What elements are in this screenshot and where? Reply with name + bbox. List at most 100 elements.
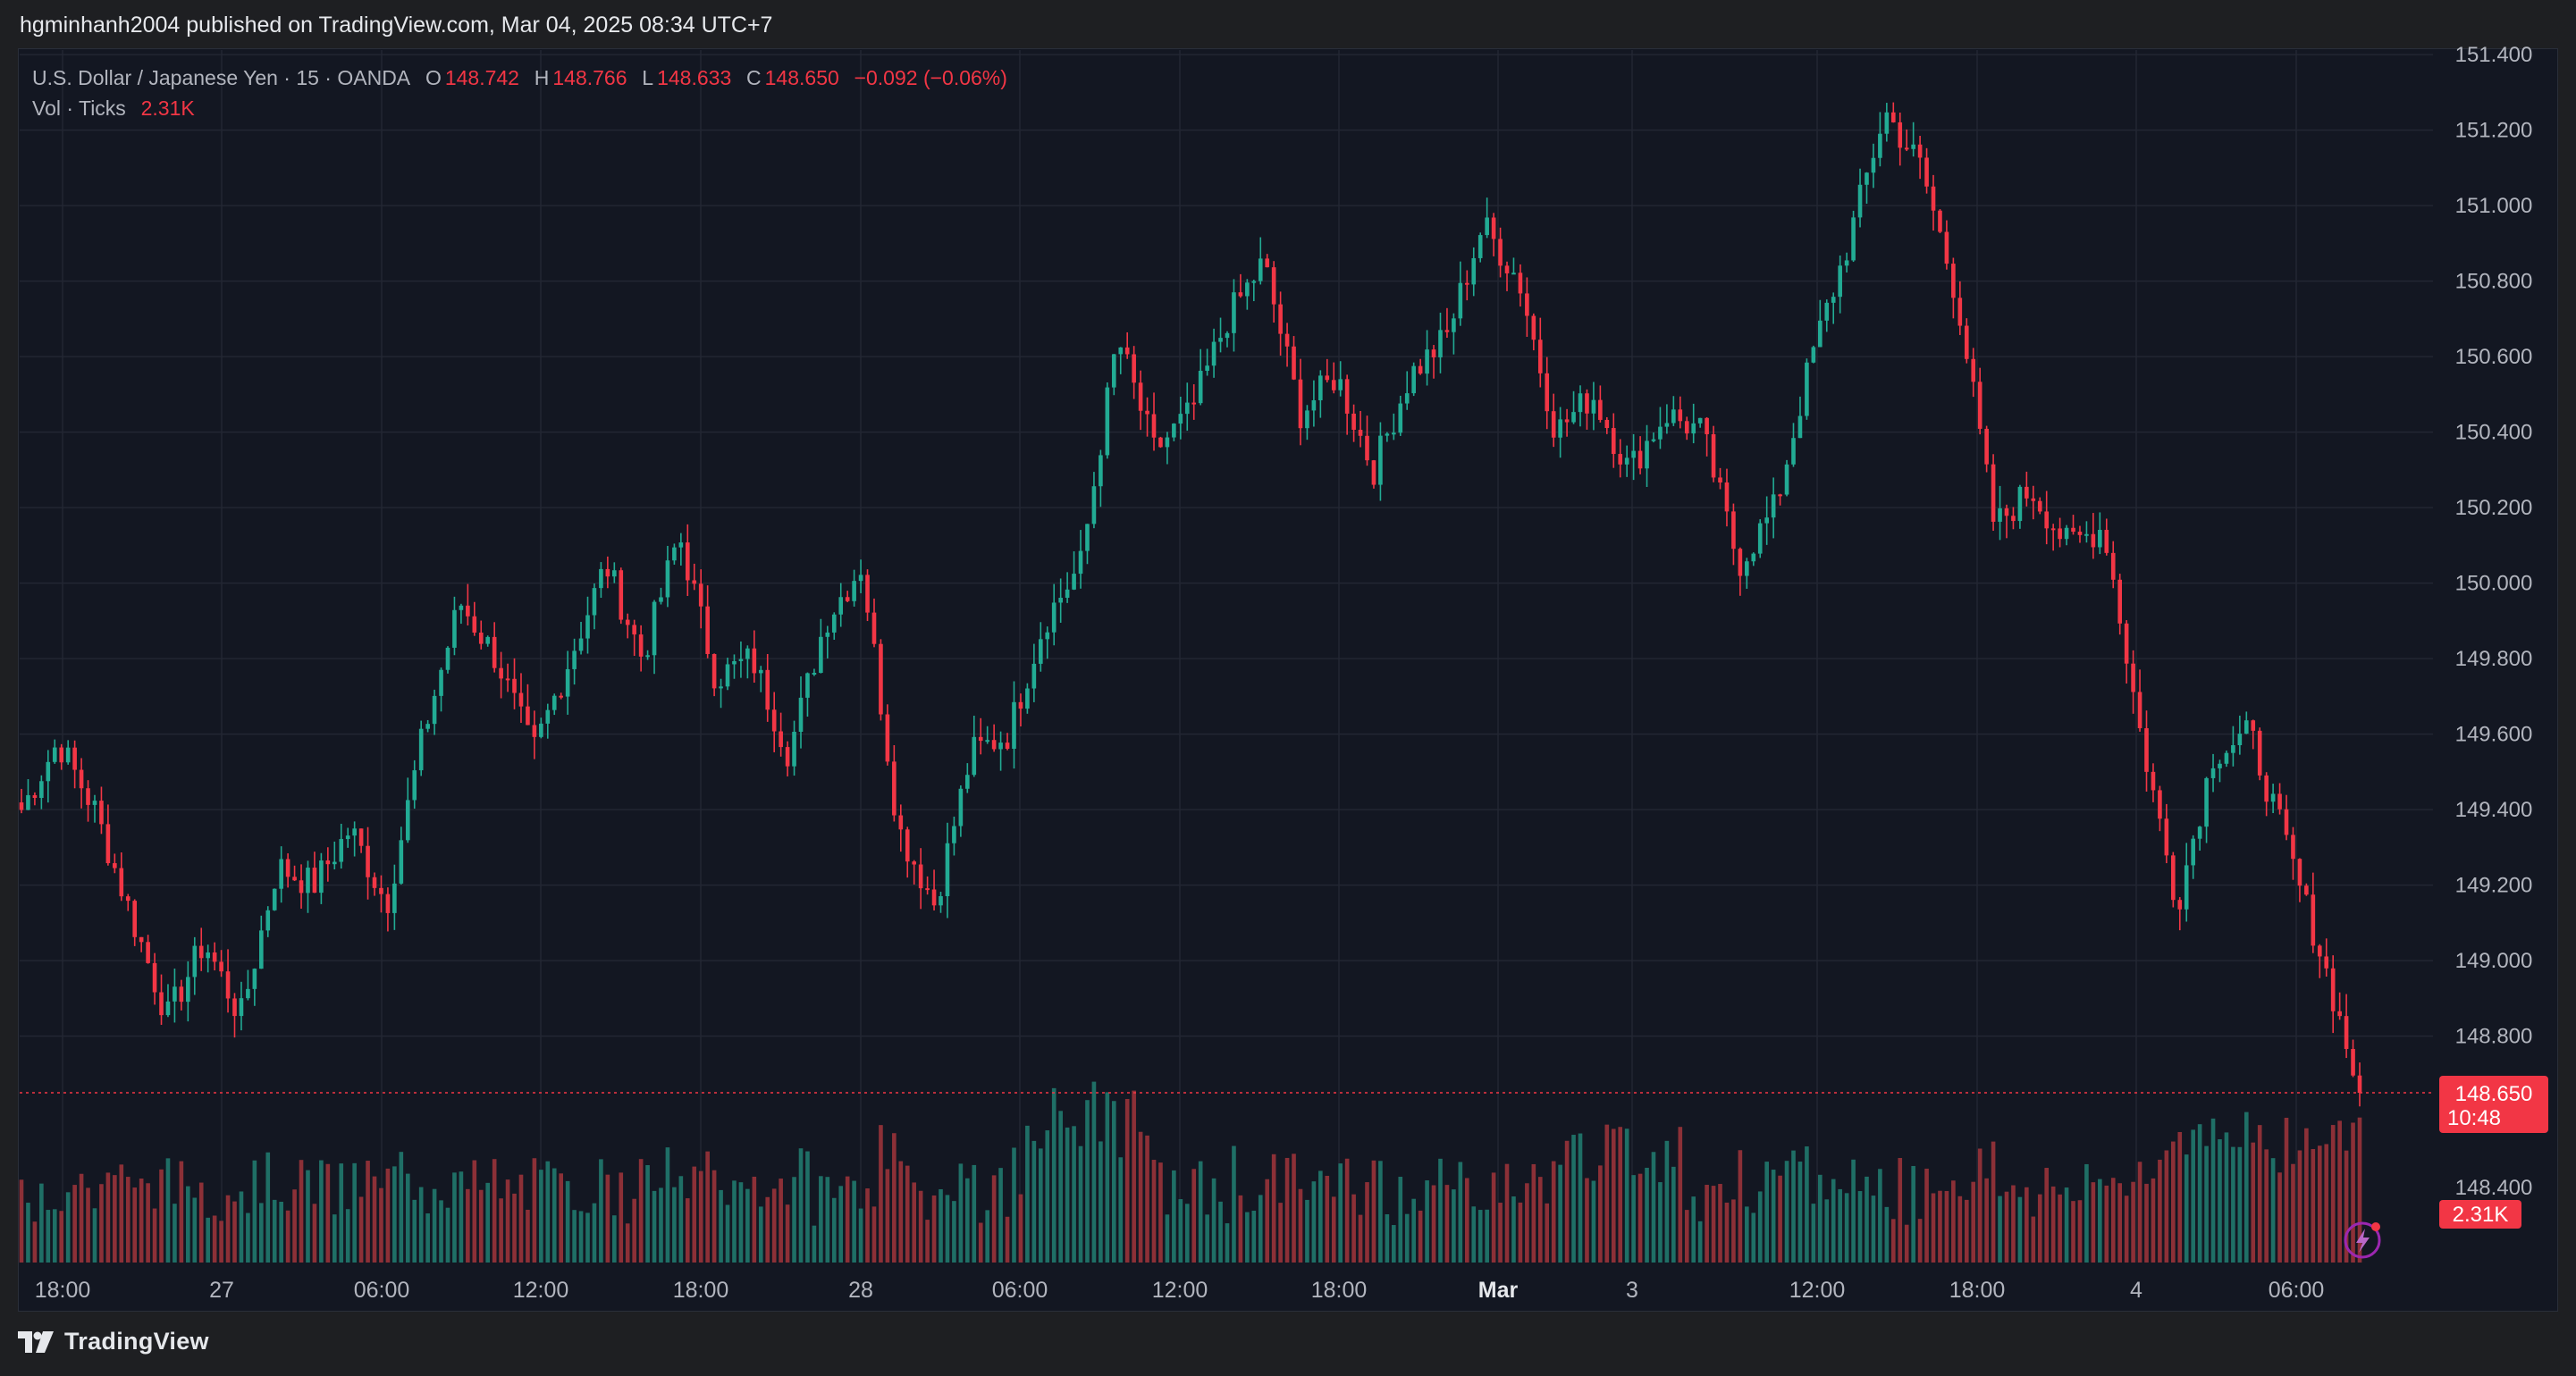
x-tick-label: 06:00 xyxy=(992,1278,1048,1303)
candle-body xyxy=(825,632,830,637)
candle-body xyxy=(1838,265,1842,298)
volume-bar xyxy=(892,1133,897,1263)
candle-body xyxy=(412,770,417,801)
volume-bar xyxy=(985,1210,989,1263)
volume-bar xyxy=(978,1222,983,1263)
candle-body xyxy=(1371,460,1376,485)
candle-body xyxy=(119,868,124,897)
y-tick-label: 148.400 xyxy=(2455,1176,2533,1200)
volume-bar xyxy=(2264,1149,2269,1263)
volume-bar xyxy=(1351,1194,1356,1263)
volume-bar xyxy=(1271,1154,1276,1263)
candle-body xyxy=(2098,530,2102,548)
candle-body xyxy=(1778,494,1782,497)
candle-body xyxy=(52,747,57,762)
candle-body xyxy=(1705,417,1709,434)
candle-body xyxy=(592,588,597,616)
volume-bar xyxy=(2131,1181,2135,1263)
volume-bar xyxy=(339,1163,344,1263)
volume-bar xyxy=(1890,1219,1896,1263)
volume-bar xyxy=(1718,1184,1722,1263)
volume-bar xyxy=(478,1189,484,1263)
volume-bar xyxy=(2330,1125,2336,1263)
candle-body xyxy=(1651,439,1656,441)
volume-bar xyxy=(738,1182,744,1263)
change-value: −0.092 (−0.06%) xyxy=(854,66,1007,89)
volume-bar xyxy=(798,1148,804,1263)
volume-bar xyxy=(2237,1146,2243,1263)
volume-bar xyxy=(779,1179,783,1263)
volume-bar xyxy=(845,1176,850,1263)
volume-bar xyxy=(958,1163,964,1263)
volume-bar xyxy=(2337,1120,2342,1263)
candle-body xyxy=(1238,292,1243,297)
volume-bar xyxy=(1977,1148,1983,1263)
candle-body xyxy=(2324,956,2329,969)
candle-body xyxy=(492,636,497,668)
candle-body xyxy=(898,815,904,830)
candle-body xyxy=(1884,112,1890,134)
volume-bar xyxy=(1065,1127,1070,1263)
candle-body xyxy=(225,971,231,999)
volume-bar xyxy=(1578,1133,1583,1263)
candle-body xyxy=(1757,523,1763,554)
volume-bar xyxy=(812,1225,817,1263)
volume-bar xyxy=(572,1210,577,1263)
candle-body xyxy=(1118,347,1124,355)
candle-body xyxy=(1318,375,1323,400)
volume-bar xyxy=(1511,1196,1516,1263)
candle-body xyxy=(1218,338,1223,342)
candle-body xyxy=(1797,415,1803,439)
candle-body xyxy=(512,678,517,693)
volume-bar xyxy=(1884,1206,1890,1263)
volume-bar xyxy=(1477,1210,1483,1263)
candle-body xyxy=(139,936,144,943)
volume-bar xyxy=(92,1208,97,1263)
candle-body xyxy=(1745,561,1749,576)
volume-bar xyxy=(1105,1092,1110,1263)
lightning-icon[interactable] xyxy=(2344,1221,2381,1259)
volume-bar xyxy=(2191,1129,2195,1263)
candle-body xyxy=(1025,688,1030,709)
candle-body xyxy=(146,942,150,963)
candle-body xyxy=(2251,720,2256,731)
volume-bar xyxy=(1358,1214,1363,1263)
tradingview-logo[interactable]: TradingView xyxy=(18,1328,209,1355)
candle-body xyxy=(1005,743,1010,750)
symbol-title[interactable]: U.S. Dollar / Japanese Yen · 15 · OANDA xyxy=(32,66,411,89)
candle-body xyxy=(1444,330,1450,332)
candle-body xyxy=(798,697,804,733)
candle-body xyxy=(1624,457,1629,465)
volume-bar xyxy=(1205,1214,1209,1263)
volume-bar xyxy=(146,1183,150,1263)
volume-bar xyxy=(219,1221,223,1263)
x-tick-label: 06:00 xyxy=(354,1278,410,1303)
volume-bar xyxy=(86,1187,90,1263)
candle-body xyxy=(2004,508,2009,516)
candle-body xyxy=(2304,885,2309,895)
volume-bar xyxy=(612,1215,617,1263)
volume-bar xyxy=(366,1161,370,1263)
candle-body xyxy=(905,829,910,862)
candle-body xyxy=(366,845,370,877)
volume-bar xyxy=(1984,1178,1989,1263)
volume-bar xyxy=(299,1160,304,1263)
candle-body xyxy=(2351,1048,2355,1076)
volume-bar xyxy=(459,1171,464,1263)
volume-label[interactable]: Vol · Ticks xyxy=(32,96,126,120)
volume-bar xyxy=(1951,1180,1956,1263)
volume-bar xyxy=(1764,1162,1769,1263)
candle-body xyxy=(46,761,51,782)
candle-body xyxy=(1132,354,1136,383)
candle-body xyxy=(1844,260,1849,266)
candle-body xyxy=(372,877,377,888)
candle-body xyxy=(1751,553,1756,562)
candle-body xyxy=(292,877,297,881)
volume-bar xyxy=(2210,1118,2216,1263)
candle-body xyxy=(819,636,823,674)
candle-body xyxy=(871,612,877,644)
candle-body xyxy=(711,653,717,689)
candle-body xyxy=(279,859,283,889)
volume-bar xyxy=(1325,1175,1330,1263)
